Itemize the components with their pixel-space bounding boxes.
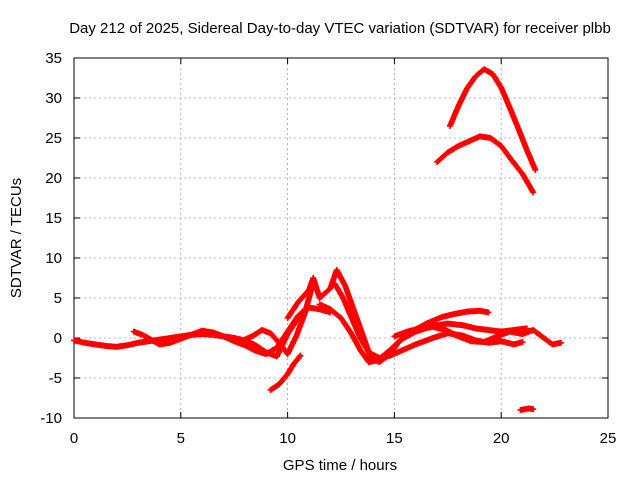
y-axis-label: SDTVAR / TECUs xyxy=(8,178,25,298)
series-markers xyxy=(434,133,537,196)
series-arc-10 xyxy=(446,66,539,173)
y-tick-label: -10 xyxy=(40,410,62,427)
y-tick-labels: -10 -5 0 5 10 15 20 25 30 35 xyxy=(40,50,62,427)
x-tick-label: 0 xyxy=(70,430,78,447)
series-arc-3 xyxy=(241,279,317,357)
x-tick-label: 15 xyxy=(386,430,403,447)
series-arc-11 xyxy=(517,405,537,413)
y-tick-label: 10 xyxy=(45,250,62,267)
series-arc-9 xyxy=(434,133,537,196)
series-markers xyxy=(267,352,304,393)
ticks xyxy=(73,57,609,419)
series-markers xyxy=(517,405,537,413)
y-tick-label: 5 xyxy=(54,290,62,307)
x-tick-label: 20 xyxy=(493,430,510,447)
y-tick-label: 30 xyxy=(45,90,62,107)
series-markers xyxy=(446,66,539,173)
series-arc-4 xyxy=(267,352,304,393)
series-arc-8 xyxy=(391,323,564,348)
x-axis-label: GPS time / hours xyxy=(283,457,397,474)
y-tick-label: 35 xyxy=(45,50,62,67)
series-markers xyxy=(241,279,317,357)
chart-title: Day 212 of 2025, Sidereal Day-to-day VTE… xyxy=(69,20,611,37)
y-tick-label: 25 xyxy=(45,130,62,147)
x-tick-label: 5 xyxy=(177,430,185,447)
y-tick-label: 20 xyxy=(45,170,62,187)
x-tick-labels: 0 5 10 15 20 25 xyxy=(70,430,617,447)
y-tick-label: 0 xyxy=(54,330,62,347)
y-tick-label: -5 xyxy=(49,370,62,387)
y-tick-label: 15 xyxy=(45,210,62,227)
x-tick-label: 10 xyxy=(279,430,296,447)
grid xyxy=(74,58,608,418)
x-tick-label: 25 xyxy=(600,430,617,447)
series-layer xyxy=(71,66,564,413)
plot-frame xyxy=(73,57,609,419)
series-markers xyxy=(391,323,564,348)
